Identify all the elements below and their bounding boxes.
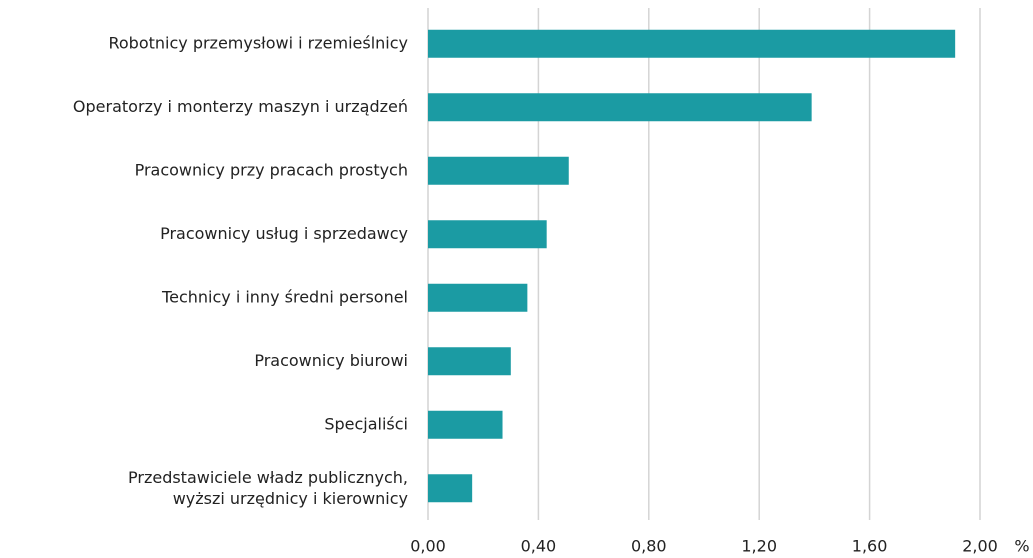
bar	[428, 347, 511, 376]
bar	[428, 410, 503, 439]
bar	[428, 220, 547, 249]
y-tick-label: Operatorzy i monterzy maszyn i urządzeń	[73, 97, 408, 116]
x-tick-label: 0,00	[410, 537, 446, 556]
bar	[428, 283, 528, 312]
x-tick-label: 1,60	[852, 537, 888, 556]
label-line: wyższi urzędnicy i kierownicy	[173, 488, 408, 507]
x-tick-label: 0,80	[631, 537, 667, 556]
bar	[428, 93, 812, 122]
x-tick-label: 1,20	[741, 537, 777, 556]
y-tick-label: Robotnicy przemysłowi i rzemieślnicy	[108, 33, 408, 52]
x-tick-label: 2,00	[962, 537, 998, 556]
x-tick-label: 0,40	[521, 537, 557, 556]
y-tick-label: Pracownicy przy pracach prostych	[135, 160, 408, 179]
bar	[428, 474, 473, 503]
y-tick-label: Pracownicy biurowi	[254, 351, 408, 370]
x-axis-label: %	[1014, 537, 1029, 556]
y-tick-label: Przedstawiciele władz publicznych, wyższi…	[128, 467, 408, 507]
y-tick-label: Technicy i inny średni personel	[161, 287, 408, 306]
bar	[428, 29, 956, 58]
label-line: Przedstawiciele władz publicznych,	[128, 467, 408, 486]
bar	[428, 156, 569, 185]
y-tick-label: Specjaliści	[324, 414, 408, 433]
y-tick-label: Pracownicy usług i sprzedawcy	[160, 224, 408, 243]
